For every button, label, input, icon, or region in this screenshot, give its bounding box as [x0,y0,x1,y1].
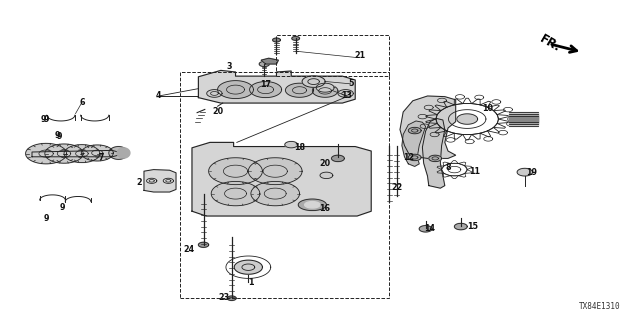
Text: 14: 14 [424,224,436,233]
Text: 12: 12 [403,153,414,162]
Polygon shape [144,170,176,192]
Text: 22: 22 [391,183,403,192]
Polygon shape [292,36,300,40]
Polygon shape [285,83,314,97]
Polygon shape [261,58,278,64]
Polygon shape [517,168,532,176]
Text: 10: 10 [482,104,493,113]
Polygon shape [302,76,325,87]
Polygon shape [81,145,113,161]
Polygon shape [32,150,125,157]
Text: 9: 9 [56,132,61,141]
Text: 23: 23 [218,293,230,302]
Polygon shape [45,144,83,163]
Polygon shape [402,121,426,166]
Text: 24: 24 [183,245,195,254]
Text: 17: 17 [260,80,271,89]
Text: 6: 6 [79,98,84,107]
Polygon shape [211,181,260,206]
Polygon shape [316,83,334,92]
Polygon shape [408,127,421,134]
Polygon shape [273,38,280,42]
Bar [180,72,389,298]
Polygon shape [227,296,236,300]
Text: 4: 4 [156,92,161,100]
Polygon shape [422,118,445,188]
Polygon shape [209,158,262,185]
Polygon shape [419,226,432,232]
Text: 13: 13 [341,92,353,100]
Text: 20: 20 [212,108,223,116]
Text: 7: 7 [99,153,104,162]
Polygon shape [259,61,269,67]
Polygon shape [192,142,371,216]
Text: 2: 2 [137,178,142,187]
Text: 9: 9 [60,203,65,212]
Polygon shape [400,96,456,158]
Polygon shape [207,90,222,97]
Text: 9: 9 [41,116,46,124]
Text: 1: 1 [248,278,253,287]
Polygon shape [332,155,344,162]
Polygon shape [312,84,338,97]
Text: 8: 8 [445,163,451,172]
Text: 9: 9 [44,115,49,124]
Text: 20: 20 [319,159,331,168]
Polygon shape [218,81,253,99]
Polygon shape [457,114,477,124]
Polygon shape [298,199,326,211]
Text: 9: 9 [44,214,49,223]
Bar [276,35,389,76]
Polygon shape [64,145,100,163]
Polygon shape [250,82,282,98]
Polygon shape [338,90,353,97]
Polygon shape [408,154,421,161]
Text: 16: 16 [319,204,331,213]
Polygon shape [198,242,209,247]
Polygon shape [285,141,298,148]
Polygon shape [320,172,333,179]
Text: 3: 3 [227,62,232,71]
Text: 18: 18 [294,143,305,152]
Text: TX84E1310: TX84E1310 [579,302,621,311]
Polygon shape [26,143,67,164]
Text: 5: 5 [348,79,353,88]
Polygon shape [454,223,467,230]
Text: 11: 11 [469,167,481,176]
Polygon shape [109,147,128,159]
Text: 19: 19 [525,168,537,177]
Polygon shape [248,158,302,185]
Polygon shape [429,155,442,162]
Polygon shape [251,181,300,206]
Polygon shape [305,202,320,208]
Text: 9: 9 [55,132,60,140]
Text: 21: 21 [354,52,365,60]
Polygon shape [198,70,355,103]
Text: FR.: FR. [538,32,563,54]
Polygon shape [234,260,262,274]
Text: 15: 15 [467,222,478,231]
Polygon shape [117,148,130,158]
